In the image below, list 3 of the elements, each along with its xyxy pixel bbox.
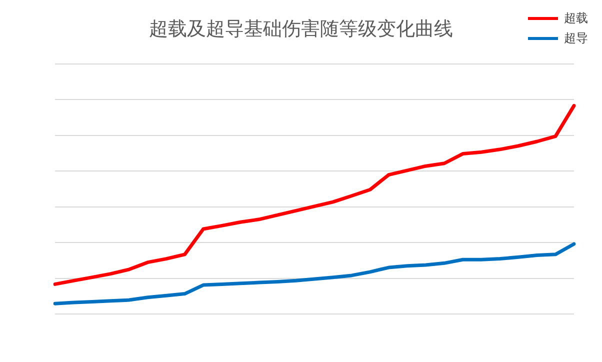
legend-label: 超导	[564, 30, 588, 46]
chart-title: 超载及超导基础伤害随等级变化曲线	[149, 18, 453, 40]
legend-label: 超载	[564, 10, 588, 26]
